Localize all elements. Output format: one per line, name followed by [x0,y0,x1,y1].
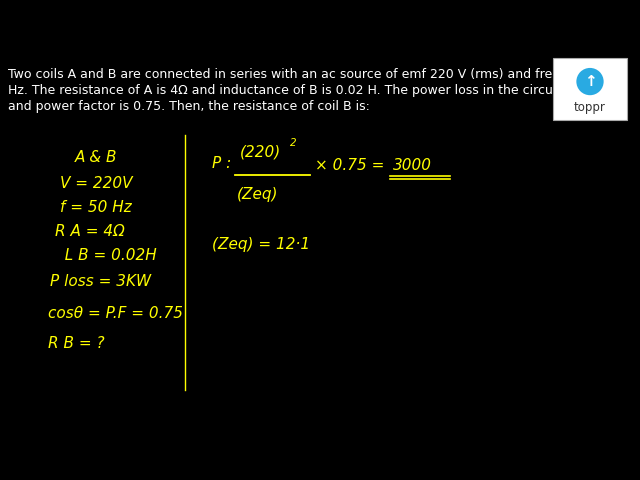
Text: P loss = 3KW: P loss = 3KW [50,274,151,288]
Text: Two coils A and B are connected in series with an ac source of emf 220 V (rms) a: Two coils A and B are connected in serie… [8,68,618,81]
Circle shape [577,68,604,95]
Text: cosθ = P.F = 0.75: cosθ = P.F = 0.75 [48,307,183,322]
Text: f = 50 Hz: f = 50 Hz [60,200,132,215]
Text: L B = 0.02H: L B = 0.02H [55,248,157,263]
Text: and power factor is 0.75. Then, the resistance of coil B is:: and power factor is 0.75. Then, the resi… [8,100,370,113]
Text: V = 220V: V = 220V [60,176,132,191]
Text: × 0.75 =: × 0.75 = [315,157,385,172]
Text: toppr: toppr [574,101,606,114]
Text: R A = 4Ω: R A = 4Ω [55,225,125,240]
FancyBboxPatch shape [553,58,627,120]
Text: 3000: 3000 [393,157,432,172]
Text: 2: 2 [290,138,296,148]
Text: Hz. The resistance of A is 4Ω and inductance of B is 0.02 H. The power loss in t: Hz. The resistance of A is 4Ω and induct… [8,84,611,97]
Text: (220): (220) [240,144,281,159]
Text: P :: P : [212,156,231,170]
Text: A & B: A & B [75,151,118,166]
Text: ↑: ↑ [584,74,596,89]
Text: (Zeq): (Zeq) [237,187,278,202]
Text: (Zeq) = 12·1: (Zeq) = 12·1 [212,238,310,252]
Text: R B = ?: R B = ? [48,336,104,350]
